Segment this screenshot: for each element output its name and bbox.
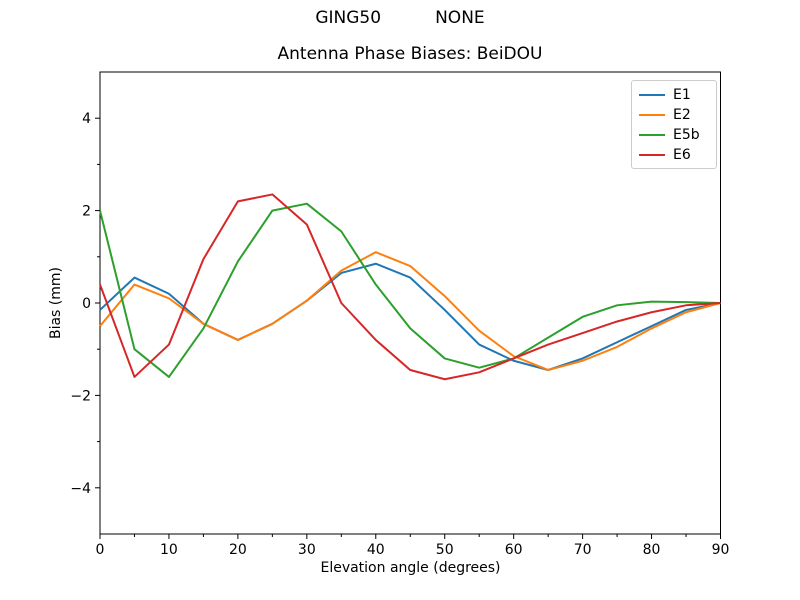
legend-item-e1: E1 xyxy=(632,85,716,105)
y-axis-label: Bias (mm) xyxy=(48,266,64,340)
series-line-e5b xyxy=(99,202,721,378)
legend-line-sample-e1 xyxy=(639,94,665,96)
x-tick-label: 40 xyxy=(367,542,385,558)
x-tick-label: 70 xyxy=(574,542,592,558)
x-tick-label: 20 xyxy=(229,542,247,558)
legend: E1 E2 E5b E6 xyxy=(631,80,717,169)
series-line-e6 xyxy=(99,193,721,381)
legend-label-e5b: E5b xyxy=(673,127,700,143)
axes-frame xyxy=(99,71,721,535)
legend-label-e2: E2 xyxy=(673,107,691,123)
x-tick-label: 10 xyxy=(160,542,178,558)
y-tick-label: −2 xyxy=(70,388,91,404)
legend-line-sample-e5b xyxy=(639,134,665,136)
x-tick-label: 30 xyxy=(298,542,316,558)
figure-suptitle: GING50 NONE xyxy=(315,8,485,28)
x-axis-label: Elevation angle (degrees) xyxy=(320,560,501,576)
y-tick-label: −4 xyxy=(70,481,91,497)
x-tick-label: 0 xyxy=(96,542,105,558)
axes-title: Antenna Phase Biases: BeiDOU xyxy=(277,44,543,64)
y-tick-label: 2 xyxy=(82,204,91,220)
y-tick-label: 0 xyxy=(82,296,91,312)
legend-line-sample-e2 xyxy=(639,114,665,116)
x-tick-label: 90 xyxy=(712,542,730,558)
legend-item-e2: E2 xyxy=(632,105,716,125)
y-tick-label: 4 xyxy=(82,111,91,127)
legend-label-e1: E1 xyxy=(673,87,691,103)
legend-line-sample-e6 xyxy=(639,154,665,156)
series-line-e2 xyxy=(99,251,721,371)
legend-item-e5b: E5b xyxy=(632,125,716,145)
x-tick-label: 50 xyxy=(436,542,454,558)
legend-label-e6: E6 xyxy=(673,147,691,163)
legend-item-e6: E6 xyxy=(632,145,716,165)
x-tick-label: 60 xyxy=(505,542,523,558)
x-tick-label: 80 xyxy=(643,542,661,558)
